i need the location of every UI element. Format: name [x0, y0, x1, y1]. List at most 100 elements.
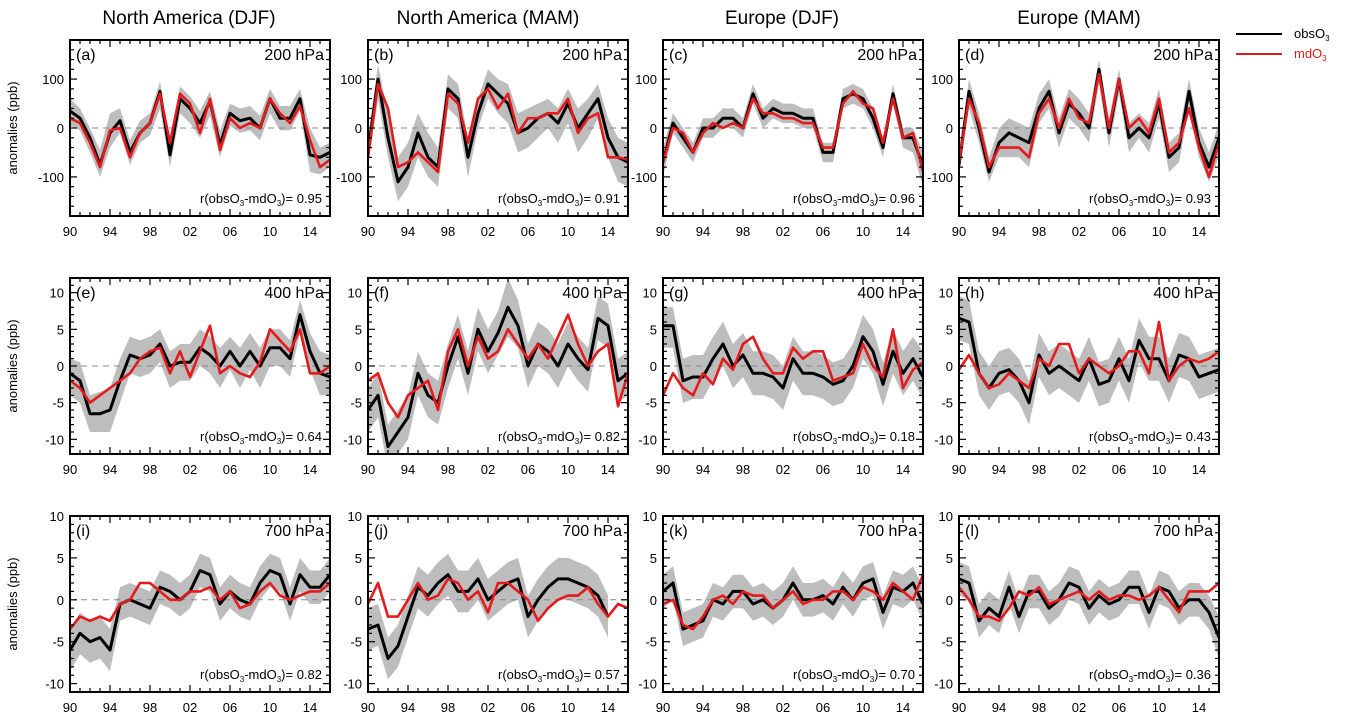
correlation-label: r(obsO3-mdO3)= 0.43 — [1089, 429, 1211, 446]
correlation-label: r(obsO3-mdO3)= 0.18 — [793, 429, 915, 446]
series-line-obs — [70, 569, 330, 652]
y-tick-label: -100 — [336, 170, 362, 185]
correlation-label: r(obsO3-mdO3)= 0.36 — [1089, 667, 1211, 684]
x-tick-label: 06 — [816, 224, 830, 239]
panel-letter: (f) — [374, 285, 389, 302]
x-tick-label: 90 — [361, 462, 375, 477]
y-tick-label: 0 — [946, 359, 953, 374]
y-tick-label: -100 — [927, 170, 953, 185]
correlation-label: r(obsO3-mdO3)= 0.82 — [498, 429, 620, 446]
x-tick-label: 14 — [896, 462, 910, 477]
column-title: Europe (MAM) — [1017, 8, 1141, 29]
x-tick-label: 10 — [856, 224, 870, 239]
y-tick-label: -5 — [350, 396, 362, 411]
correlation-label: r(obsO3-mdO3)= 0.91 — [498, 191, 620, 208]
x-tick-label: 90 — [952, 224, 966, 239]
y-tick-label: 0 — [57, 121, 64, 136]
y-tick-label: 5 — [650, 322, 657, 337]
series-line-model — [70, 324, 330, 405]
correlation-label: r(obsO3-mdO3)= 0.70 — [793, 667, 915, 684]
uncertainty-band — [663, 562, 923, 646]
panel-plot-area — [368, 553, 628, 680]
x-tick-label: 94 — [103, 700, 117, 715]
x-tick-label: 90 — [63, 462, 77, 477]
y-tick-label: -10 — [343, 677, 362, 692]
panel-plot-area — [70, 553, 330, 671]
pressure-level-label: 700 hPa — [857, 523, 917, 540]
panel-letter: (h) — [965, 285, 985, 302]
correlation-label: r(obsO3-mdO3)= 0.57 — [498, 667, 620, 684]
y-tick-label: 10 — [643, 509, 657, 524]
panel: 90 94 98 02 06 10 14 -10 -5 0 5 10 (g) 400 hPa r(obsO3… — [638, 277, 924, 477]
pressure-level-label: 400 hPa — [562, 285, 622, 302]
pressure-level-label: 400 hPa — [857, 285, 917, 302]
y-tick-label: -5 — [350, 635, 362, 650]
y-tick-label: -5 — [645, 635, 657, 650]
x-tick-label: 14 — [303, 700, 317, 715]
series-line-obs — [959, 67, 1219, 174]
y-tick-label: -10 — [45, 677, 64, 692]
x-tick-label: 06 — [223, 224, 237, 239]
y-tick-label: 0 — [650, 359, 657, 374]
x-tick-label: 94 — [401, 224, 415, 239]
y-tick-label: 0 — [355, 121, 362, 136]
x-tick-label: 02 — [183, 462, 197, 477]
y-tick-label: 100 — [42, 72, 64, 87]
series-line-model — [70, 92, 330, 169]
x-tick-label: 14 — [1192, 462, 1206, 477]
x-tick-label: 98 — [441, 224, 455, 239]
x-tick-label: 14 — [601, 700, 615, 715]
row-y-labels: anomalies (ppb) anomalies (ppb) anomalie… — [5, 81, 20, 650]
y-tick-label: 10 — [348, 286, 362, 301]
panel: 90 94 98 02 06 10 14 -10 -5 0 5 10 (f) 400 hPa r(obsO3… — [343, 277, 629, 477]
panel: 90 94 98 02 06 10 14 -10 -5 0 5 10 (i) 700 hPa r(obsO3… — [45, 509, 331, 715]
x-tick-label: 10 — [561, 224, 575, 239]
panel-plot-area — [959, 59, 1219, 182]
panel: 90 94 98 02 06 10 14 -10 -5 0 5 10 (l) 700 hPa r(obsO3… — [934, 509, 1220, 715]
uncertainty-band — [368, 64, 628, 202]
panel-letter: (i) — [76, 523, 90, 540]
y-tick-label: -100 — [631, 170, 657, 185]
x-tick-label: 90 — [361, 224, 375, 239]
legend-label-obs: obsO3 — [1294, 26, 1330, 43]
y-axis-label: anomalies (ppb) — [5, 557, 20, 650]
x-tick-label: 98 — [736, 700, 750, 715]
y-tick-label: 10 — [939, 509, 953, 524]
pressure-level-label: 400 hPa — [1153, 285, 1213, 302]
correlation-label: r(obsO3-mdO3)= 0.64 — [200, 429, 322, 446]
y-tick-label: 10 — [643, 286, 657, 301]
pressure-level-label: 200 hPa — [562, 47, 622, 64]
panel: 90 94 98 02 06 10 14 -100 0 100 (d) 200 hPa r(obsO3-… — [927, 39, 1220, 239]
x-tick-label: 94 — [401, 700, 415, 715]
x-tick-label: 90 — [361, 700, 375, 715]
x-tick-label: 98 — [143, 224, 157, 239]
x-tick-label: 10 — [561, 462, 575, 477]
x-tick-label: 02 — [776, 224, 790, 239]
panel: 90 94 98 02 06 10 14 -10 -5 0 5 10 (e) 400 hPa r(obsO3… — [45, 277, 331, 477]
series-line-model — [70, 581, 330, 630]
y-tick-label: -10 — [343, 432, 362, 447]
y-tick-label: 5 — [355, 322, 362, 337]
y-tick-label: -10 — [638, 432, 657, 447]
x-tick-label: 02 — [481, 224, 495, 239]
x-tick-label: 14 — [1192, 700, 1206, 715]
panel-letter: (b) — [374, 47, 394, 64]
x-tick-label: 14 — [1192, 224, 1206, 239]
y-tick-label: 5 — [57, 551, 64, 566]
y-tick-label: -5 — [941, 635, 953, 650]
panel: 90 94 98 02 06 10 14 -10 -5 0 5 10 (j) 700 hPa r(obsO3… — [343, 509, 629, 715]
x-tick-label: 06 — [816, 462, 830, 477]
column-title: North America (DJF) — [102, 8, 275, 29]
panel-letter: (c) — [669, 47, 688, 64]
x-tick-label: 06 — [223, 700, 237, 715]
y-tick-label: 10 — [348, 509, 362, 524]
series-line-obs — [959, 577, 1219, 639]
series-line-model — [663, 90, 923, 173]
x-tick-label: 94 — [696, 224, 710, 239]
series-line-model — [959, 320, 1219, 390]
pressure-level-label: 700 hPa — [264, 523, 324, 540]
panel-letter: (k) — [669, 523, 688, 540]
x-tick-label: 10 — [263, 700, 277, 715]
series-line-obs — [70, 313, 330, 416]
